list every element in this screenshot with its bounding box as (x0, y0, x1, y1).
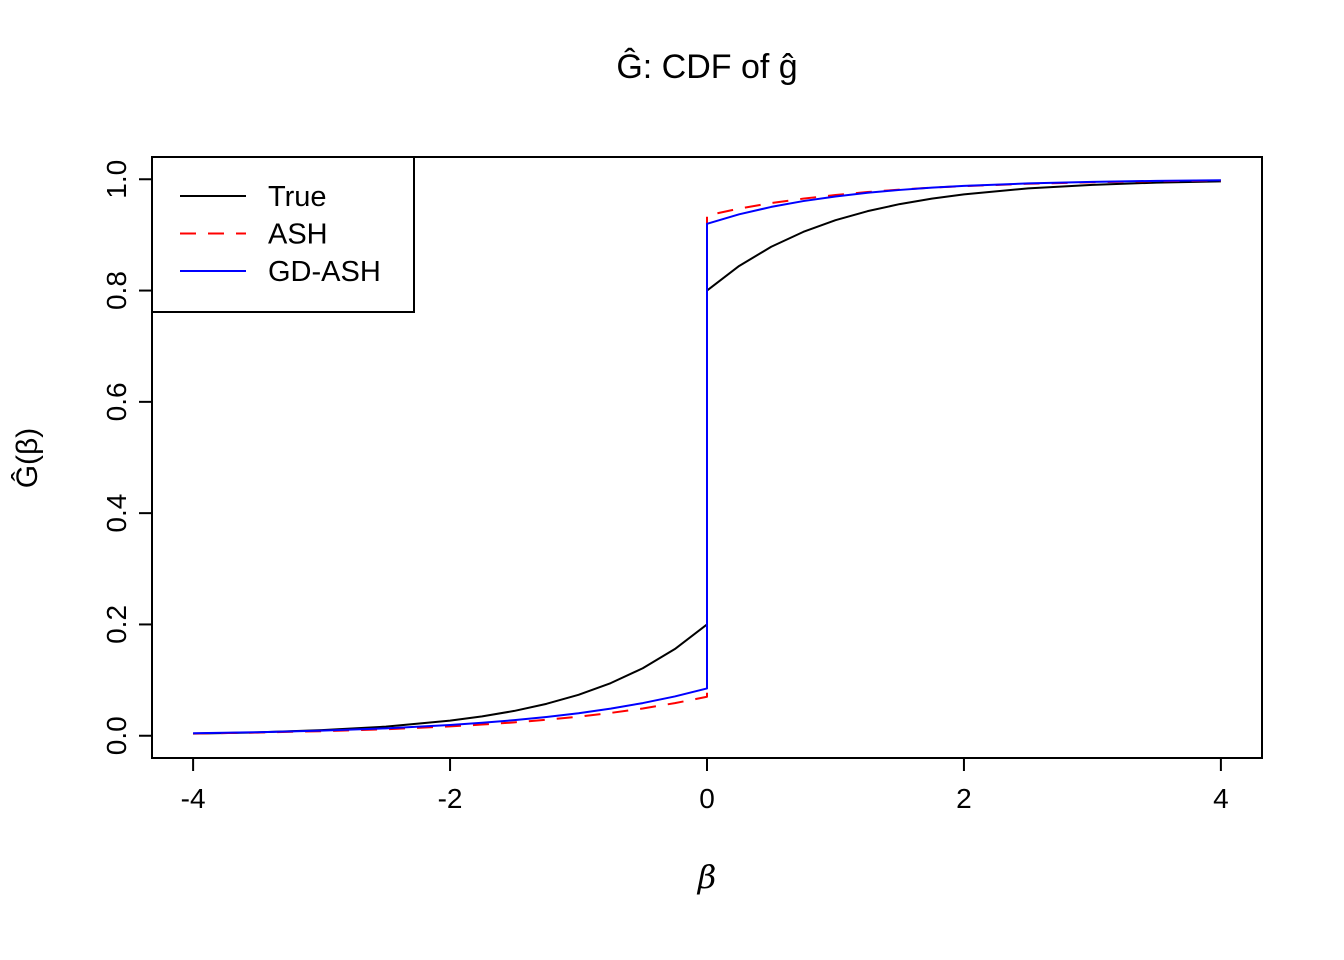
y-tick-label: 1.0 (101, 160, 132, 199)
x-tick-label: -2 (438, 783, 463, 814)
legend: True ASH GD-ASH (151, 156, 415, 313)
y-axis: 0.0 0.2 0.4 0.6 0.8 1.0 (101, 160, 152, 755)
y-tick-label: 0.0 (101, 716, 132, 755)
chart-title: Ĝ: CDF of ĝ (616, 48, 798, 86)
x-tick-label: 2 (956, 783, 972, 814)
legend-label: True (268, 181, 327, 213)
y-tick-label: 0.4 (101, 494, 132, 533)
legend-label: GD-ASH (268, 256, 381, 288)
x-tick-label: 4 (1213, 783, 1229, 814)
y-tick-label: 0.6 (101, 382, 132, 421)
y-tick-label: 0.8 (101, 271, 132, 310)
x-axis-label: β (697, 858, 717, 896)
x-axis: -4 -2 0 2 4 (181, 758, 1229, 814)
x-tick-label: 0 (699, 783, 715, 814)
x-tick-label: -4 (181, 783, 206, 814)
legend-label: ASH (268, 219, 328, 251)
series-gd-ash (193, 179, 1221, 735)
y-tick-label: 0.2 (101, 605, 132, 644)
